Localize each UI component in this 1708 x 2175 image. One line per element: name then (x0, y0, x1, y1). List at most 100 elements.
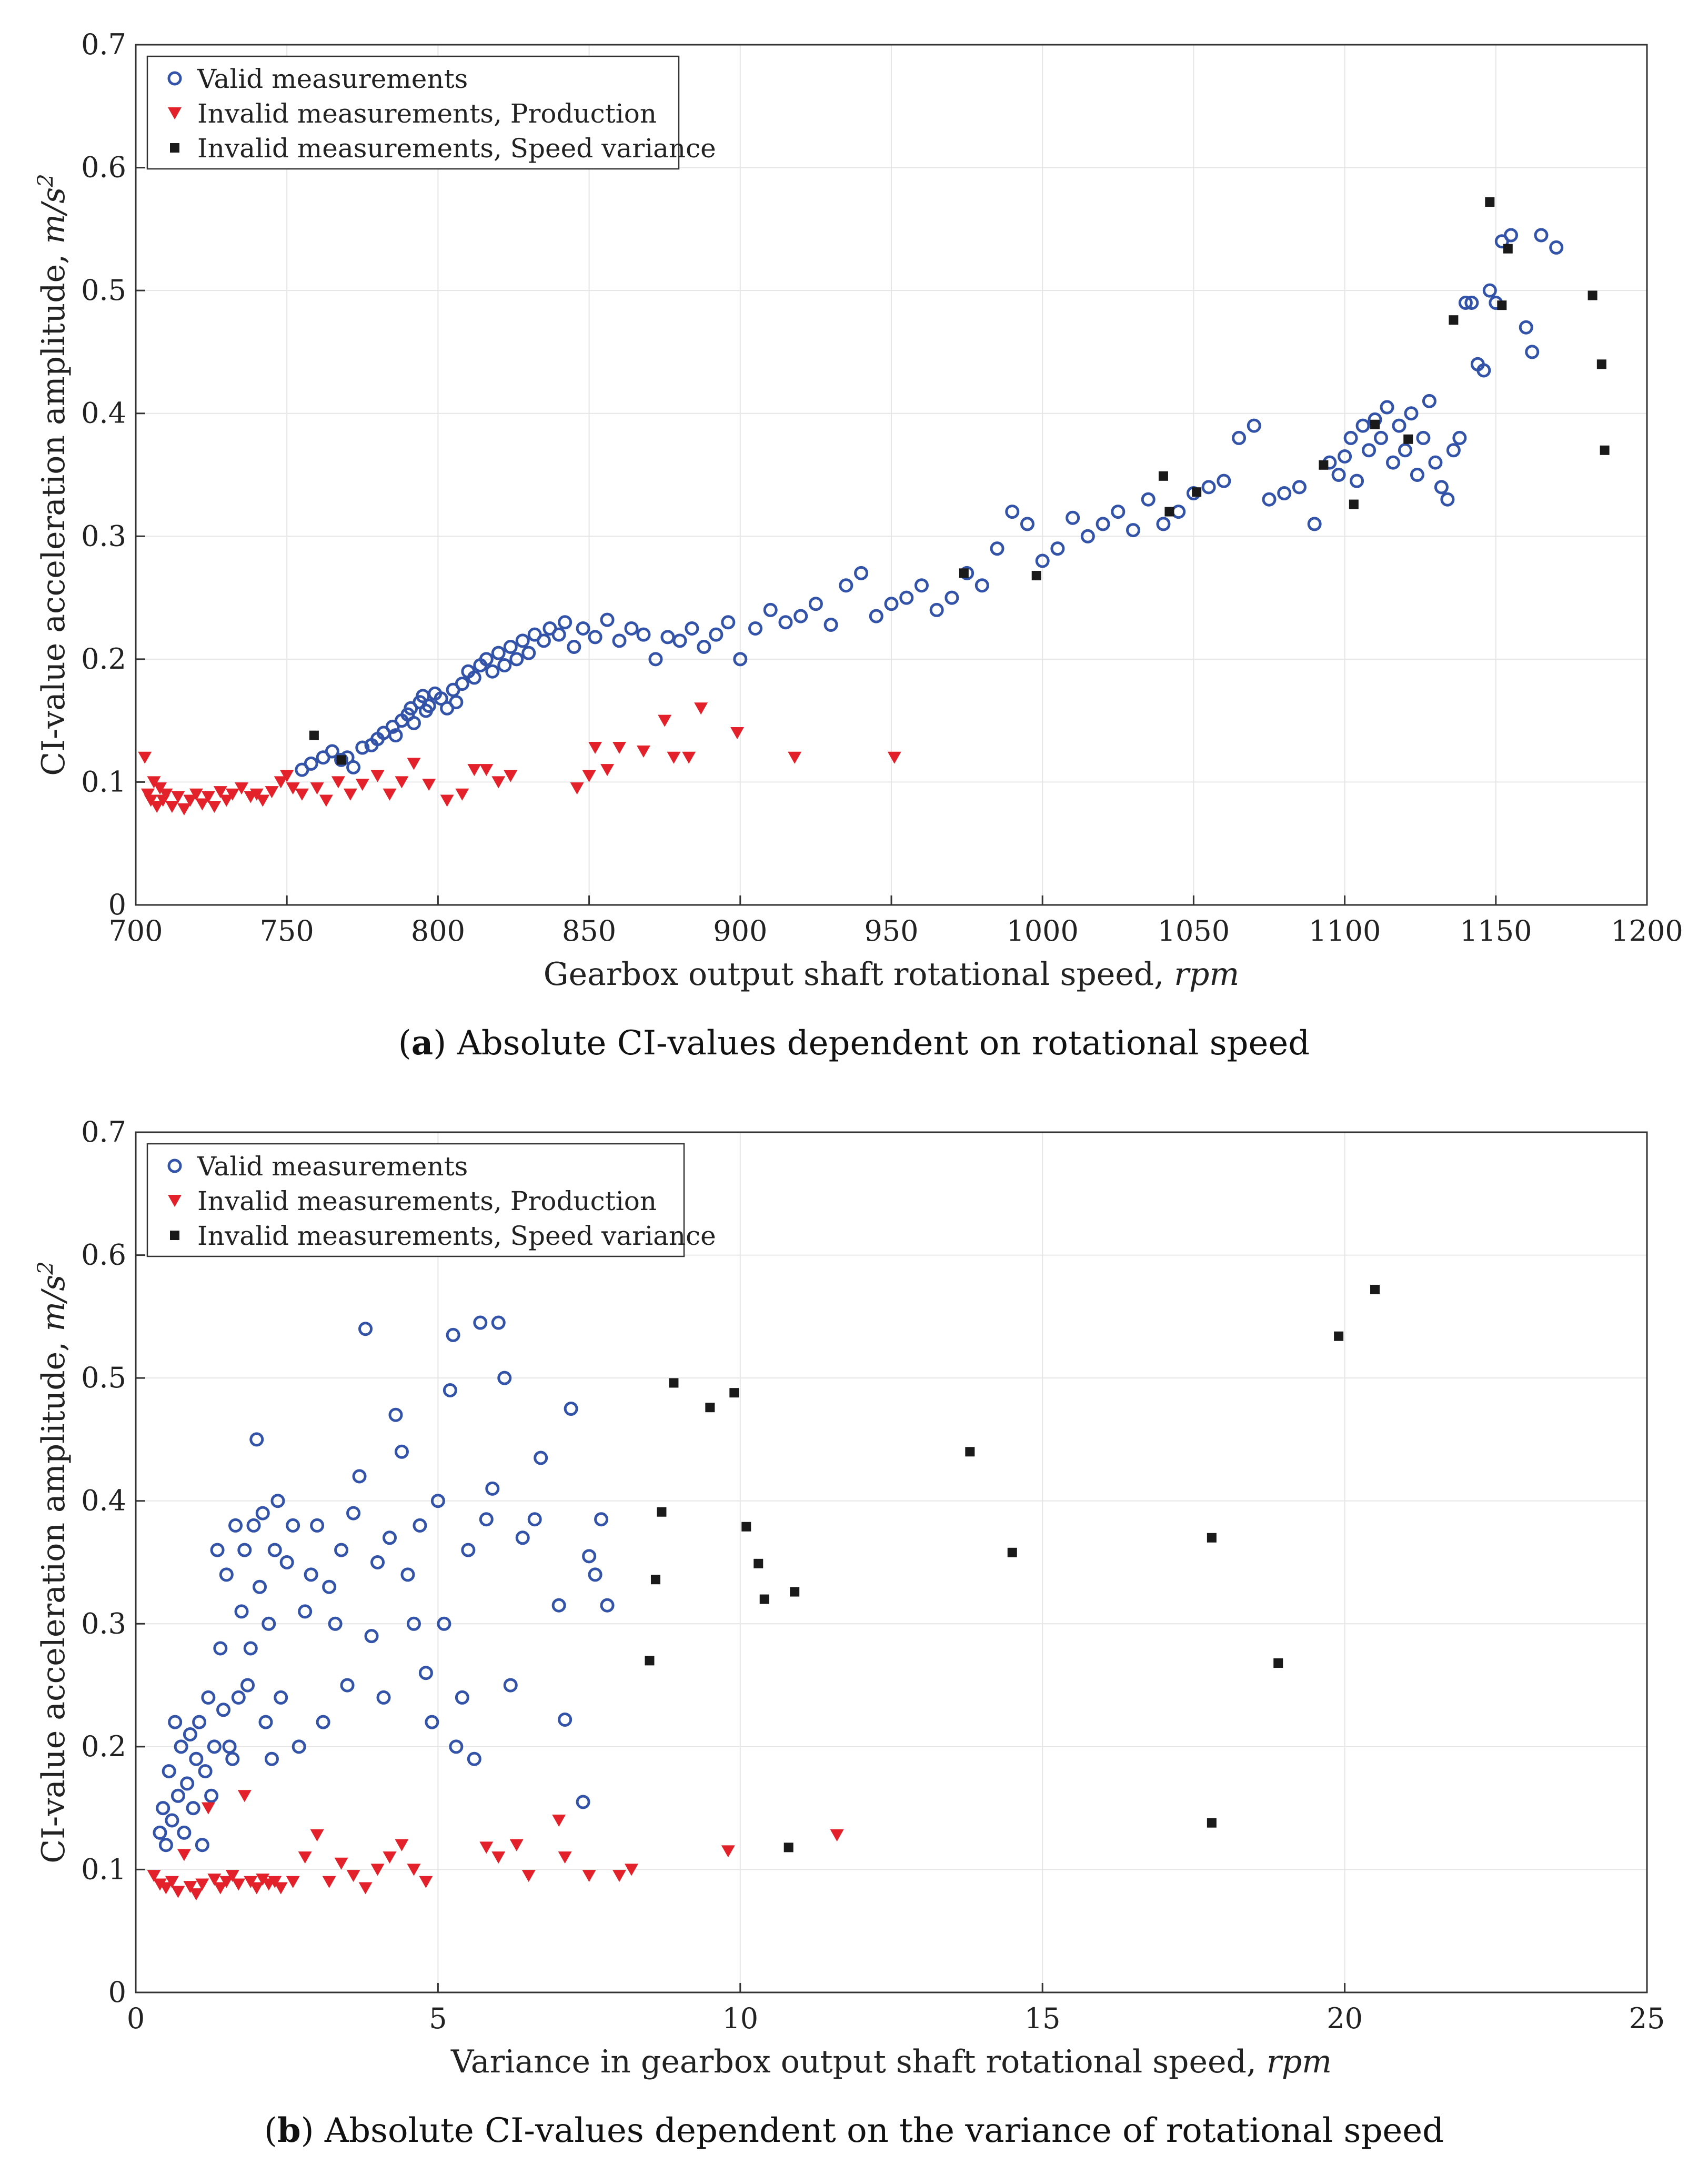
valid-point (1440, 492, 1455, 507)
valid-point (1404, 406, 1419, 421)
valid-point (1464, 296, 1479, 310)
valid-point (479, 1512, 494, 1527)
caption-b: (b) Absolute CI-values dependent on the … (264, 2111, 1444, 2150)
series-production (147, 1790, 844, 1901)
x-tick-label: 700 (108, 914, 163, 948)
valid-point (346, 1506, 361, 1521)
production-point (189, 1888, 203, 1901)
y-tick-label: 0.1 (81, 765, 126, 798)
valid-point (1156, 517, 1171, 531)
valid-point (255, 1506, 270, 1521)
valid-point (1262, 492, 1277, 507)
production-point (383, 1851, 397, 1864)
legend-marker-valid (167, 71, 182, 86)
production-point (235, 782, 249, 795)
legend-marker-speed-variance (170, 1231, 179, 1240)
production-point (165, 1876, 179, 1888)
production-point (147, 1870, 161, 1882)
valid-point (183, 1727, 197, 1741)
valid-point (192, 1715, 207, 1729)
valid-point (1416, 430, 1431, 445)
valid-point (1374, 430, 1389, 445)
valid-point (270, 1494, 285, 1508)
x-tick-label: 1200 (1611, 914, 1683, 948)
legend-label: Valid measurements (197, 1151, 468, 1182)
production-point (219, 794, 234, 807)
axes-box (135, 1131, 1648, 1993)
production-point (419, 1876, 433, 1888)
valid-point (1005, 505, 1020, 519)
legend-marker-valid (167, 1159, 182, 1173)
production-point (455, 788, 469, 801)
valid-point (624, 621, 639, 636)
valid-point (210, 1543, 225, 1557)
production-point (268, 1876, 282, 1888)
series-valid (153, 1315, 615, 1852)
valid-point (352, 1469, 367, 1484)
valid-point (198, 1764, 213, 1779)
production-point (509, 1839, 524, 1851)
production-point (159, 788, 173, 801)
production-point (346, 1870, 360, 1882)
valid-point (1232, 430, 1247, 445)
production-point (177, 803, 191, 815)
valid-point (515, 1530, 530, 1545)
valid-point (174, 1739, 188, 1754)
legend-label: Invalid measurements, Speed variance (197, 133, 716, 164)
speed-variance-point (1370, 419, 1380, 429)
valid-point (929, 602, 944, 617)
valid-point (1519, 320, 1533, 335)
valid-point (264, 1751, 279, 1766)
valid-point (246, 1518, 261, 1533)
y-tick-label: 0.6 (81, 1238, 126, 1272)
valid-point (165, 1813, 179, 1828)
valid-point (177, 1825, 192, 1840)
x-tick-label: 5 (429, 2002, 447, 2035)
production-point (467, 764, 481, 777)
speed-variance-point (741, 1522, 751, 1532)
production-point (219, 1876, 234, 1888)
valid-point (421, 699, 436, 713)
production-point (407, 1864, 421, 1876)
y-tick-label: 0.3 (81, 519, 126, 552)
valid-point (334, 1543, 349, 1557)
valid-point (1482, 283, 1497, 298)
valid-point (376, 1690, 391, 1705)
valid-point (388, 728, 403, 743)
production-point (150, 801, 164, 813)
production-point (570, 782, 584, 795)
production-point (189, 788, 203, 801)
valid-point (394, 1444, 409, 1459)
valid-point (709, 627, 724, 642)
production-point (730, 727, 745, 739)
speed-variance-point (1158, 471, 1168, 481)
speed-variance-point (753, 1558, 763, 1568)
valid-point (258, 1715, 273, 1729)
valid-point (697, 640, 711, 654)
production-point (600, 764, 615, 777)
x-tick-label: 10 (722, 2002, 758, 2035)
speed-variance-point (1164, 507, 1174, 517)
production-point (195, 798, 209, 811)
valid-point (503, 1678, 518, 1693)
production-point (159, 1882, 173, 1895)
valid-point (793, 609, 808, 623)
valid-point (1126, 523, 1141, 538)
valid-point (1386, 455, 1401, 470)
valid-point (582, 1549, 597, 1564)
x-tick-label: 1000 (1006, 914, 1078, 948)
valid-point (636, 627, 651, 642)
y-tick-label: 0.1 (81, 1852, 126, 1886)
valid-point (1111, 505, 1126, 519)
valid-point (418, 1666, 433, 1680)
production-point (625, 1864, 639, 1876)
y-tick-label: 0.2 (81, 642, 126, 676)
valid-point (168, 1715, 183, 1729)
production-point (582, 770, 596, 782)
valid-point (491, 646, 506, 660)
valid-point (189, 1751, 204, 1766)
production-point (144, 794, 158, 807)
speed-variance-point (705, 1403, 715, 1413)
production-point (249, 788, 264, 801)
speed-variance-point (965, 1447, 975, 1457)
